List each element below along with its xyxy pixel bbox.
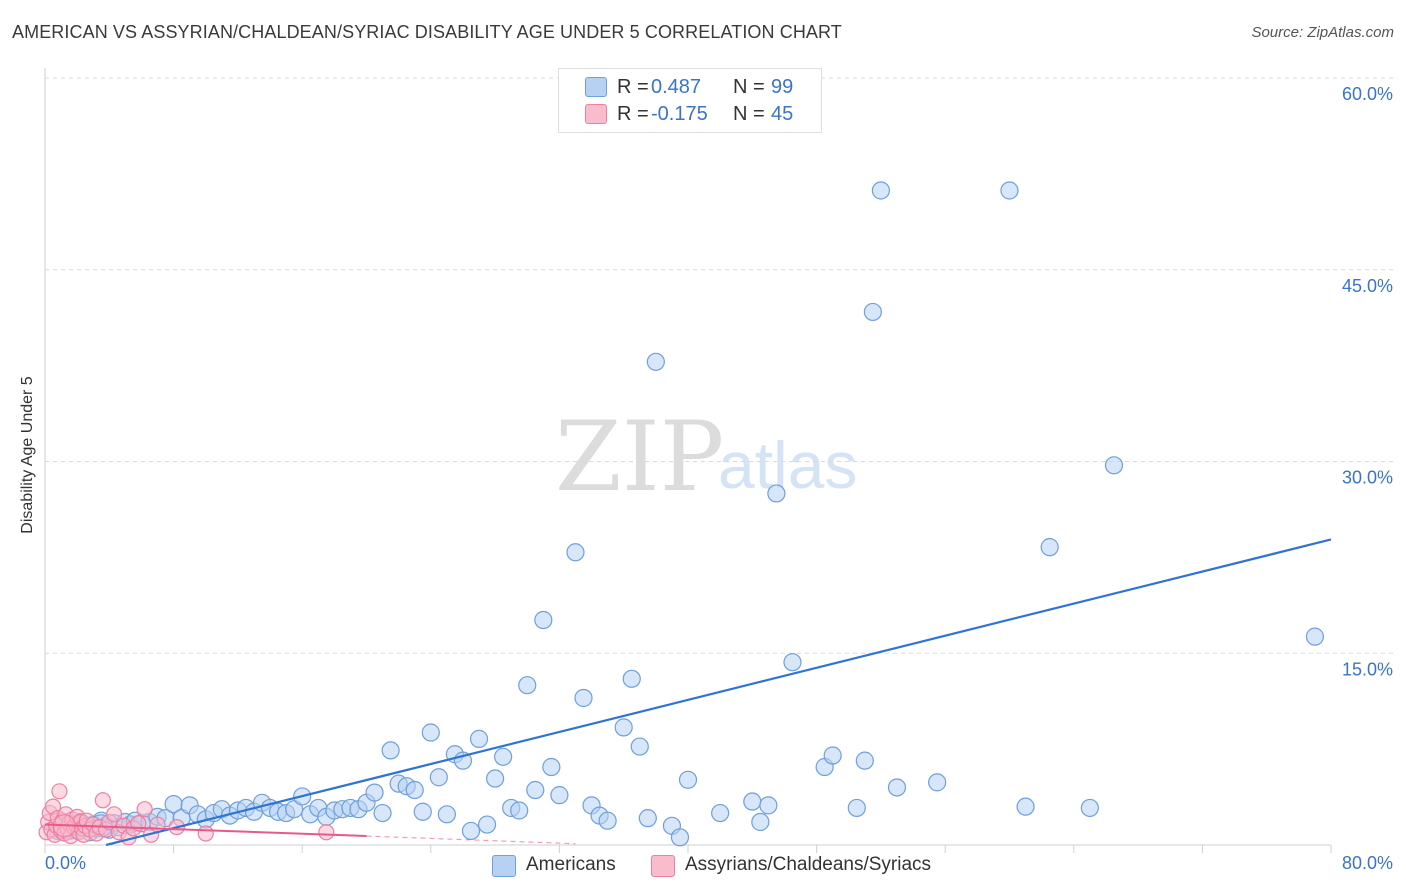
data-point-americans xyxy=(486,769,505,788)
legend-label: Assyrians/Chaldeans/Syriacs xyxy=(685,854,932,875)
watermark-zip: ZIP xyxy=(555,401,724,513)
data-point-americans xyxy=(871,181,891,200)
legend-label: Americans xyxy=(526,854,616,875)
r-label: R = xyxy=(617,103,649,125)
trendline-assyrians-extension xyxy=(366,835,576,845)
data-point-americans xyxy=(614,718,633,737)
data-point-americans xyxy=(847,798,866,818)
blue-swatch-icon xyxy=(492,855,516,877)
data-point-americans xyxy=(743,792,762,811)
data-point-americans xyxy=(1305,627,1325,646)
n-label: N = xyxy=(733,76,765,98)
data-point-americans xyxy=(783,653,802,672)
data-point-americans xyxy=(1000,181,1019,200)
y-tick-label: 45.0% xyxy=(1342,276,1393,296)
data-point-americans xyxy=(365,783,384,802)
data-point-americans xyxy=(863,302,882,322)
data-point-americans xyxy=(646,352,665,371)
chart-legend: Americans Assyrians/Chaldeans/Syriacs xyxy=(0,852,1406,878)
data-point-americans xyxy=(678,770,698,789)
data-point-americans xyxy=(759,796,778,815)
data-point-americans xyxy=(630,737,649,756)
y-tick-label: 30.0% xyxy=(1342,468,1393,488)
data-point-americans xyxy=(469,729,489,748)
data-point-americans xyxy=(413,802,432,821)
x-tick-label: 80.0% xyxy=(1342,853,1393,873)
data-point-assyrians xyxy=(318,824,335,841)
y-tick-label: 60.0% xyxy=(1342,84,1393,104)
data-point-americans xyxy=(1080,798,1099,818)
chart-title: AMERICAN VS ASSYRIAN/CHALDEAN/SYRIAC DIS… xyxy=(12,22,842,42)
data-point-americans xyxy=(767,484,786,503)
trendline-assyrians xyxy=(44,823,367,838)
data-point-americans xyxy=(373,803,392,823)
data-point-americans xyxy=(437,805,456,824)
data-point-americans xyxy=(526,780,545,800)
data-point-americans xyxy=(429,768,448,787)
data-point-americans xyxy=(711,803,730,823)
data-point-americans xyxy=(381,741,400,760)
blue-swatch-icon xyxy=(585,77,607,97)
source-label: Source: ZipAtlas.com xyxy=(1251,24,1394,41)
pink-swatch-icon xyxy=(585,104,607,124)
correlation-box: R = 0.487 N = 99 R = -0.175 N = 45 xyxy=(558,68,822,133)
data-point-americans xyxy=(887,778,907,797)
pink-swatch-icon xyxy=(651,855,675,877)
r-label: R = xyxy=(617,76,649,98)
data-point-americans xyxy=(622,669,641,688)
data-point-americans xyxy=(670,828,690,847)
y-tick-label: 15.0% xyxy=(1342,659,1393,679)
data-point-americans xyxy=(477,815,497,834)
data-point-americans xyxy=(598,811,617,830)
data-point-americans xyxy=(461,821,481,841)
data-point-americans xyxy=(405,780,424,800)
data-point-americans xyxy=(751,812,770,832)
data-point-americans xyxy=(550,786,569,805)
data-point-americans xyxy=(638,809,657,828)
data-point-americans xyxy=(1016,797,1035,816)
data-point-americans xyxy=(421,723,440,742)
data-point-americans xyxy=(574,688,593,708)
data-point-americans xyxy=(1040,538,1059,557)
data-point-assyrians xyxy=(94,792,111,809)
n-value: 45 xyxy=(771,103,794,125)
data-point-americans xyxy=(510,801,529,820)
r-value: -0.175 xyxy=(651,103,708,125)
x-tick-label: 0.0% xyxy=(45,853,86,873)
data-point-assyrians xyxy=(106,806,123,823)
data-point-americans xyxy=(494,747,513,766)
data-point-americans xyxy=(534,610,553,630)
data-point-assyrians xyxy=(197,825,214,842)
n-label: N = xyxy=(733,103,765,125)
watermark-atlas: atlas xyxy=(718,428,857,502)
data-point-americans xyxy=(542,757,561,777)
data-point-assyrians xyxy=(51,783,68,800)
data-point-americans xyxy=(518,676,537,695)
data-point-assyrians xyxy=(136,801,153,818)
data-point-americans xyxy=(855,751,874,770)
data-point-americans xyxy=(928,773,947,792)
data-point-americans xyxy=(1104,456,1124,475)
r-value: 0.487 xyxy=(651,76,702,98)
data-point-americans xyxy=(285,800,304,819)
data-point-americans xyxy=(566,543,585,562)
data-point-americans xyxy=(823,746,842,765)
n-value: 99 xyxy=(771,76,794,98)
trendline-americans xyxy=(105,538,1332,847)
